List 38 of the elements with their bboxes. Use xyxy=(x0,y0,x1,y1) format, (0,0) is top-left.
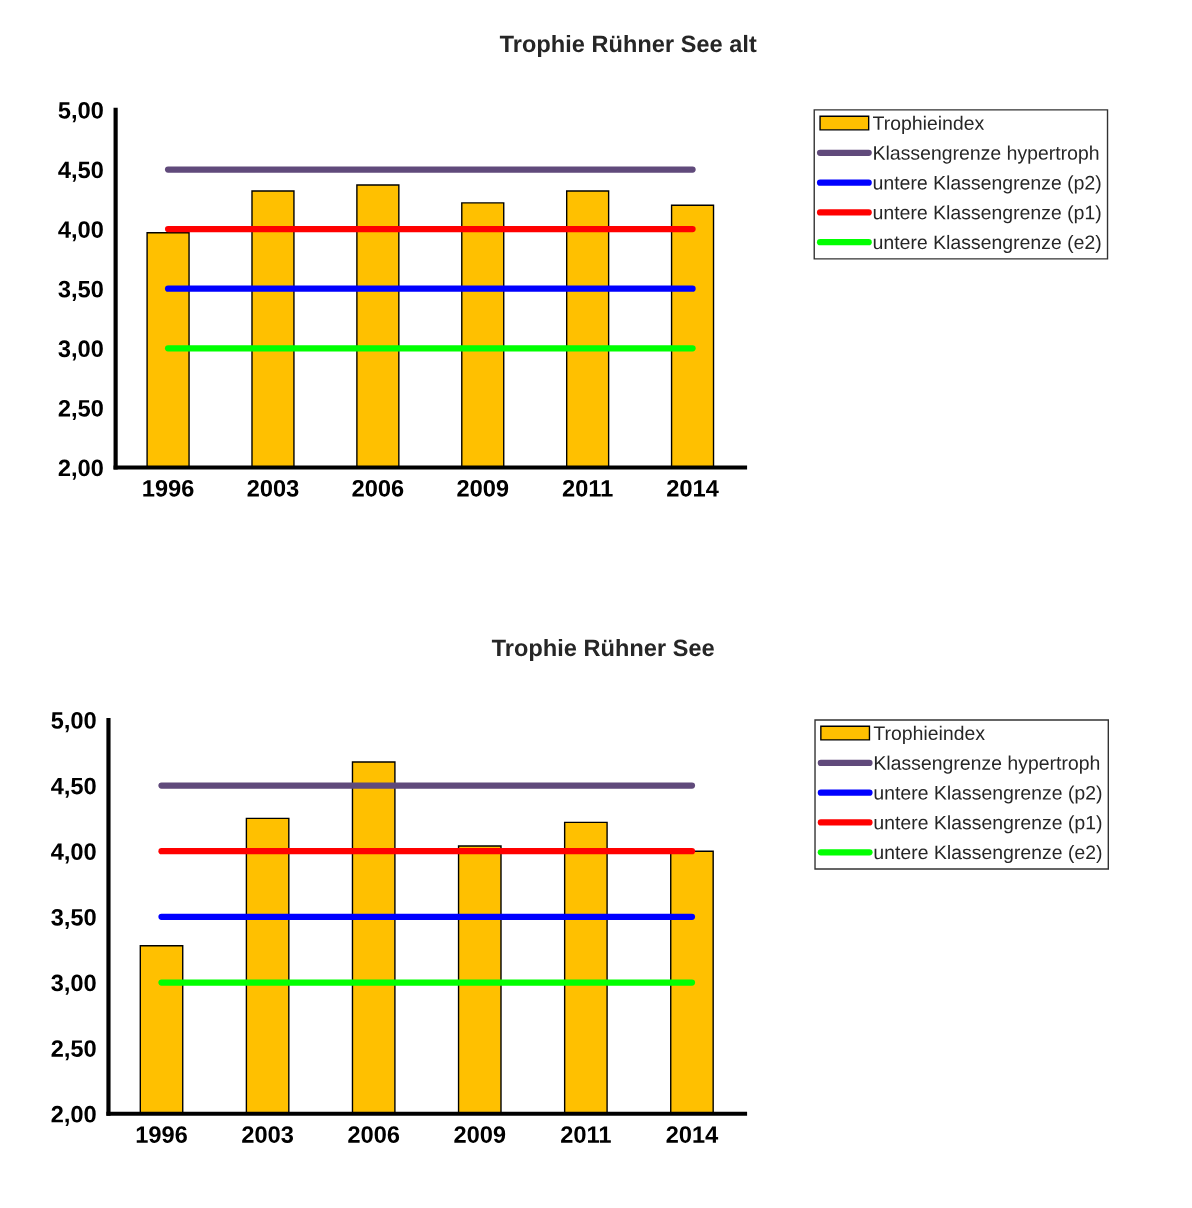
y-tick-label: 2,00 xyxy=(51,1105,96,1126)
x-tick-label: 2009 xyxy=(454,1126,506,1143)
y-tick-label: 3,50 xyxy=(51,908,96,930)
x-tick-label: 2006 xyxy=(352,479,404,497)
x-tick-label: 1996 xyxy=(136,1126,187,1143)
legend-label: untere Klassengrenze (e2) xyxy=(874,844,1102,864)
x-tick-label: 2003 xyxy=(247,479,299,497)
y-tick-label: 3,00 xyxy=(58,340,103,361)
legend-label: untere Klassengrenze (p1) xyxy=(874,815,1102,834)
chart-title: Trophie Rühner See alt xyxy=(499,34,757,57)
legend-label: untere Klassengrenze (p1) xyxy=(873,205,1101,224)
x-tick-label: 1996 xyxy=(143,479,194,497)
x-tick-label: 2014 xyxy=(666,1126,719,1143)
y-tick-label: 2,00 xyxy=(58,459,103,480)
y-tick-label: 2,50 xyxy=(51,1040,96,1061)
legend-label: Trophieindex xyxy=(873,725,985,744)
x-tick-label: 2011 xyxy=(561,1126,611,1143)
legend-label: Klassengrenze hypertroph xyxy=(874,755,1100,774)
y-tick-label: 4,00 xyxy=(58,221,103,242)
legend-label: Trophieindex xyxy=(873,115,985,134)
y-tick-label: 5,00 xyxy=(58,102,103,123)
x-tick-label: 2011 xyxy=(562,479,613,497)
legend-label: Klassengrenze hypertroph xyxy=(874,145,1099,164)
y-tick-label: 4,50 xyxy=(58,161,103,182)
legend-label: untere Klassengrenze (p2) xyxy=(874,785,1102,804)
chart-title: Trophie Rühner See xyxy=(491,638,714,661)
y-tick-label: 5,00 xyxy=(51,712,96,733)
x-tick-label: 2006 xyxy=(348,1126,400,1143)
x-tick-label: 2009 xyxy=(457,479,509,497)
y-tick-label: 2,50 xyxy=(58,399,103,421)
y-tick-label: 4,50 xyxy=(51,777,96,798)
legend-label: untere Klassengrenze (p2) xyxy=(873,175,1101,194)
y-tick-label: 3,00 xyxy=(51,974,96,995)
y-tick-label: 3,50 xyxy=(58,280,103,301)
x-tick-label: 2014 xyxy=(667,479,719,497)
x-tick-label: 2003 xyxy=(242,1126,294,1143)
y-tick-label: 4,00 xyxy=(51,843,96,864)
legend-label: untere Klassengrenze (e2) xyxy=(873,234,1101,254)
